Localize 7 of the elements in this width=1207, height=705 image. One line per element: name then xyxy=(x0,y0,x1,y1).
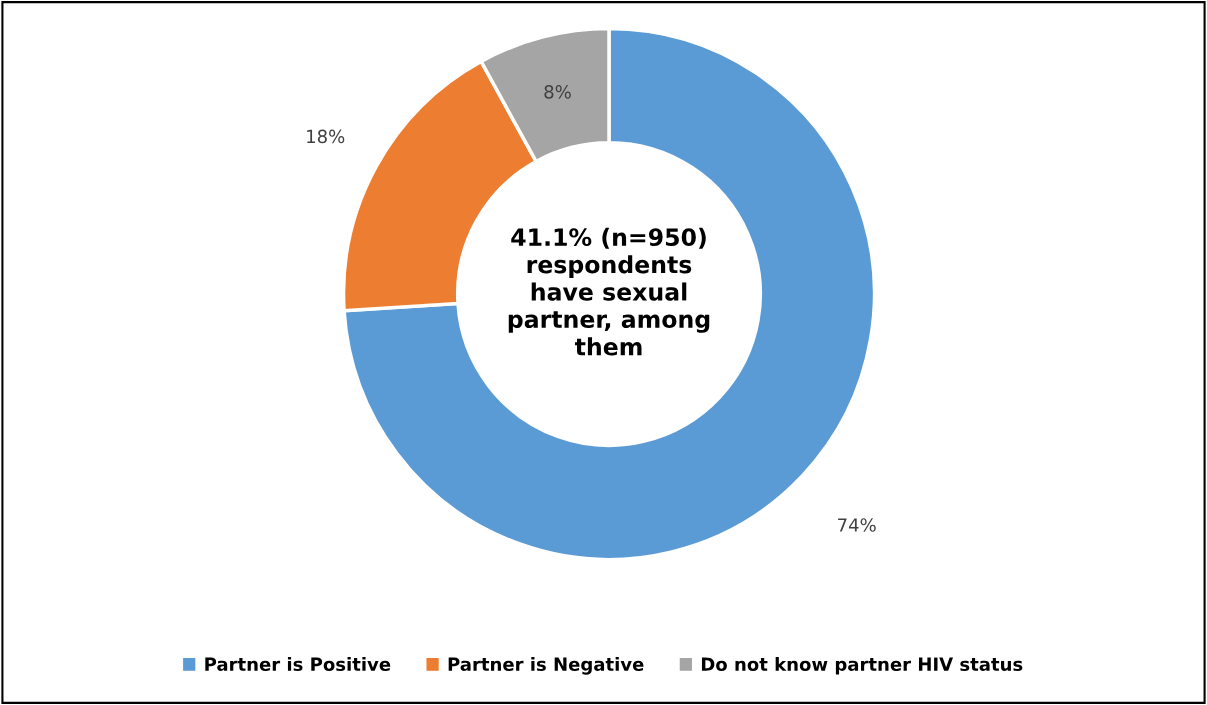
text: 41.1% (n=950) respondents have sexual partner, among them xyxy=(508,227,710,356)
legend-label: Do not know partner HIV status xyxy=(701,657,1023,675)
legend-label: Partner is Negative xyxy=(448,657,644,675)
data-label: 18% xyxy=(307,129,345,144)
data-label: 8% xyxy=(544,85,571,99)
data-label: 74% xyxy=(838,518,876,532)
legend-label: Partner is Positive xyxy=(205,657,391,672)
